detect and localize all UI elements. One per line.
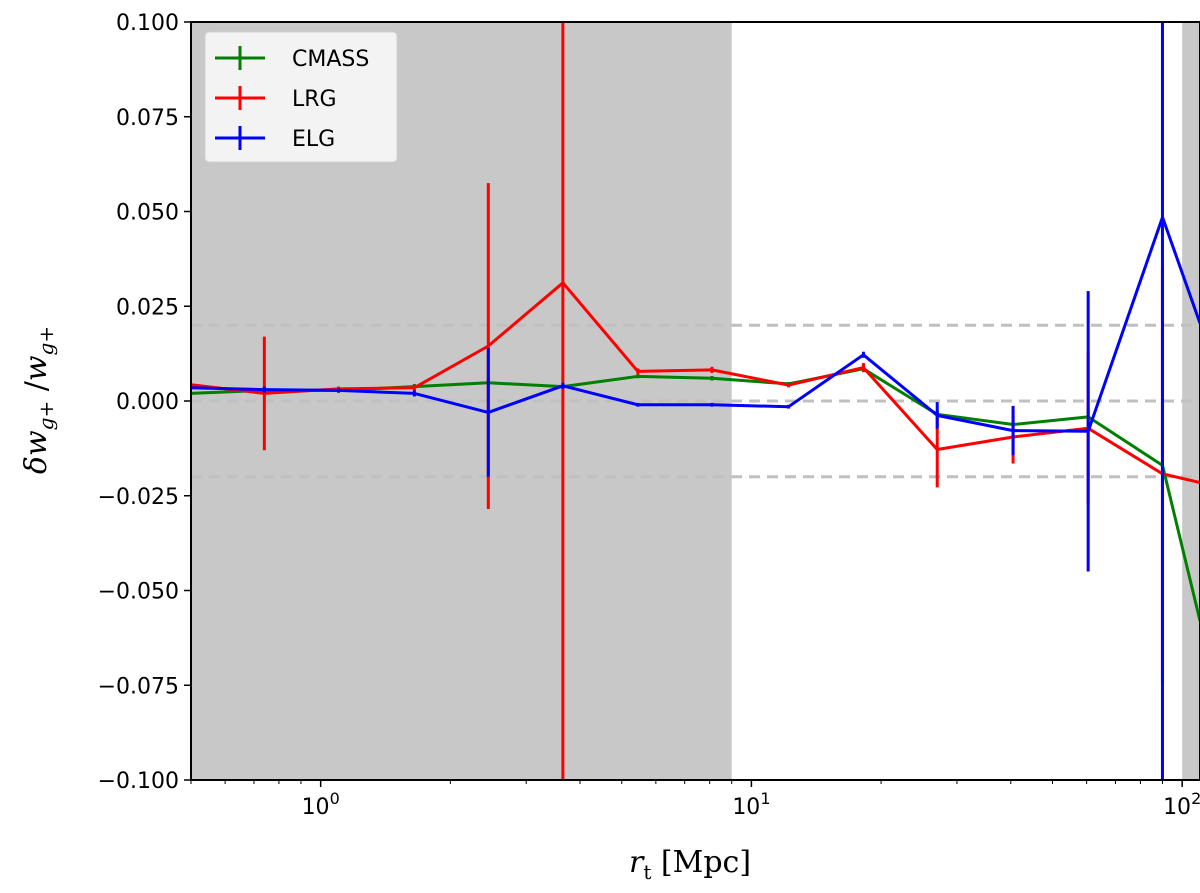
- legend-entry-elg: ELG: [215, 126, 335, 152]
- x-axis-label: rt [Mpc]: [629, 845, 751, 884]
- y-tick-label: 0.075: [116, 106, 179, 131]
- legend: CMASS LRG ELG: [204, 31, 398, 163]
- y-tick-label: −0.100: [98, 769, 179, 794]
- y-axis-label: δwg+ /wg+: [19, 326, 58, 474]
- x-tick-label: 101: [732, 789, 770, 820]
- legend-box: [204, 31, 398, 163]
- legend-entry-cmass: CMASS: [215, 46, 369, 72]
- y-tick-label: −0.025: [98, 485, 179, 510]
- y-tick-label: −0.050: [98, 580, 179, 605]
- x-tick-label: 100: [302, 789, 340, 820]
- legend-label-lrg: LRG: [292, 87, 337, 112]
- y-tick-label: 0.000: [116, 390, 179, 415]
- x-tick-label: 102: [1163, 789, 1200, 820]
- y-tick-label: −0.075: [98, 674, 179, 699]
- y-tick-label: 0.100: [116, 11, 179, 36]
- y-tick-label: 0.050: [116, 201, 179, 226]
- series-elg: [191, 22, 1200, 780]
- legend-label-cmass: CMASS: [292, 47, 369, 72]
- legend-label-elg: ELG: [292, 127, 335, 152]
- legend-entry-lrg: LRG: [215, 86, 337, 112]
- y-tick-label: 0.025: [116, 295, 179, 320]
